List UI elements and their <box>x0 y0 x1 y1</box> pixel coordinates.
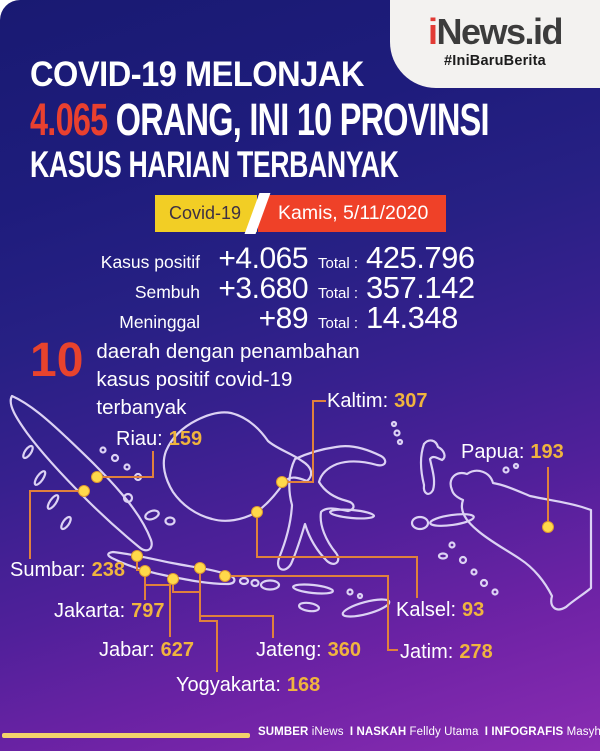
province-name: Jateng: <box>256 639 322 661</box>
footer-writer: Felldy Utama <box>409 726 479 738</box>
stats-panel: Kasus positif +4.065 Total : 425.796 Sem… <box>56 240 536 335</box>
stat-total-value: 357.142 <box>366 270 475 305</box>
stat-delta: +3.680 <box>218 272 308 305</box>
stat-total-label: Total : <box>318 315 359 332</box>
map-label-yogyakarta: Yogyakarta: 168 <box>176 674 320 697</box>
province-name: Sumbar: <box>10 559 86 581</box>
stat-label: Meninggal <box>119 312 200 332</box>
inews-tagline: #IniBaruBerita <box>444 53 546 69</box>
province-name: Kalsel: <box>396 599 457 621</box>
footer-design: Masyhudi <box>566 726 600 738</box>
stat-delta: +4.065 <box>218 242 308 275</box>
stats-row-sembuh: Sembuh +3.680 Total : 357.142 <box>56 270 536 305</box>
footer-separator: I <box>349 726 354 738</box>
inews-logo-i: i <box>427 11 438 52</box>
footer-credits: SUMBER iNews I NASKAH Felldy Utama I INF… <box>258 726 600 738</box>
footer-source: iNews <box>311 726 344 738</box>
footer-separator: I <box>484 726 489 738</box>
badge-date: Kamis, 5/11/2020 <box>258 195 447 232</box>
province-value: 278 <box>459 641 493 663</box>
footer-design-label: INFOGRAFIS <box>491 726 564 738</box>
map-label-jabar: Jabar: 627 <box>99 639 194 662</box>
footer-source-label: SUMBER <box>258 726 309 738</box>
province-value: 360 <box>327 639 361 661</box>
map-label-kalsel: Kalsel: 93 <box>396 599 484 622</box>
province-value: 238 <box>91 559 125 581</box>
map-label-jateng: Jateng: 360 <box>256 639 361 662</box>
map-label-riau: Riau: 159 <box>116 428 202 451</box>
section-text-line3: terbanyak <box>96 396 187 419</box>
stats-row-positif: Kasus positif +4.065 Total : 425.796 <box>56 240 536 275</box>
headline-line2: 4.065 ORANG, INI 10 PROVINSI <box>30 94 490 145</box>
inews-logo-box: iNews.id #IniBaruBerita <box>390 0 600 88</box>
stat-total-value: 14.348 <box>366 300 458 335</box>
province-name: Kaltim: <box>327 390 389 412</box>
map-label-jakarta: Jakarta: 797 <box>54 600 165 623</box>
stat-label: Sembuh <box>134 282 200 302</box>
province-name: Jakarta: <box>54 600 126 622</box>
province-name: Riau: <box>116 428 163 450</box>
headline-line1: COVID-19 MELONJAK <box>30 55 364 94</box>
map-label-papua: Papua: 193 <box>461 441 564 464</box>
headline-line2-rest: ORANG, INI 10 PROVINSI <box>107 94 490 145</box>
section-text: daerah dengan penambahan kasus positif c… <box>96 338 359 422</box>
stat-total-value: 425.796 <box>366 240 475 275</box>
inews-logo-rest: News.id <box>436 11 563 52</box>
province-value: 627 <box>160 639 194 661</box>
province-value: 168 <box>286 674 321 696</box>
map-label-kaltim: Kaltim: 307 <box>327 390 428 413</box>
province-value: 797 <box>131 600 165 622</box>
date-badge: Covid-19 Kamis, 5/11/2020 <box>155 193 447 234</box>
footer-writer-label: NASKAH <box>356 726 407 738</box>
province-name: Jabar: <box>99 639 155 661</box>
headline: COVID-19 MELONJAK 4.065 ORANG, INI 10 PR… <box>30 54 600 186</box>
map-label-jatim: Jatim: 278 <box>400 641 493 664</box>
map-label-sumbar: Sumbar: 238 <box>10 559 125 582</box>
section-number: 10 <box>30 334 84 387</box>
section-top10: 10 daerah dengan penambahan kasus positi… <box>30 334 360 422</box>
section-text-line2: kasus positif covid-19 <box>96 368 293 391</box>
province-name: Yogyakarta: <box>176 674 281 696</box>
province-name: Jatim: <box>400 641 454 663</box>
province-value: 307 <box>394 390 428 412</box>
province-value: 193 <box>530 441 564 463</box>
province-value: 159 <box>168 428 203 450</box>
stat-label: Kasus positif <box>100 252 200 272</box>
stat-total-label: Total : <box>318 255 359 272</box>
stats-row-meninggal: Meninggal +89 Total : 14.348 <box>56 300 536 335</box>
stat-delta: +89 <box>258 302 309 335</box>
province-name: Papua: <box>461 441 525 463</box>
badge-category: Covid-19 <box>155 195 258 232</box>
stat-total-label: Total : <box>318 285 359 302</box>
section-text-line1: daerah dengan penambahan <box>96 340 360 363</box>
footer-accent-bar <box>2 733 250 738</box>
headline-number: 4.065 <box>30 94 108 145</box>
headline-line3: KASUS HARIAN TERBANYAK <box>30 144 399 185</box>
province-value: 93 <box>462 599 485 621</box>
inews-logo: iNews.id <box>390 14 600 50</box>
